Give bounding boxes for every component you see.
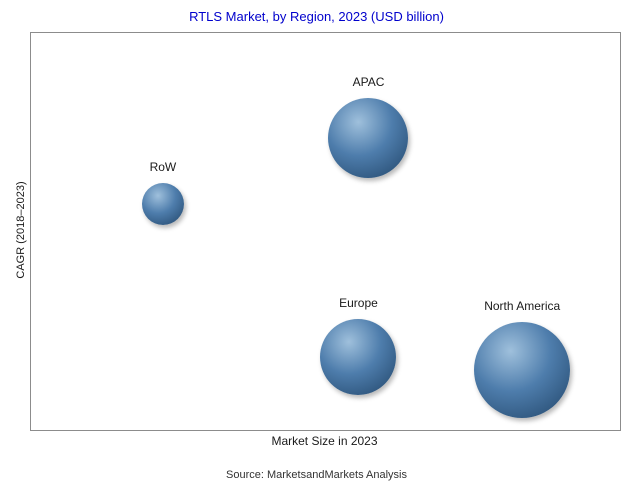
x-axis-label: Market Size in 2023 bbox=[271, 434, 378, 448]
plot-area: APAC RoW Europe North America bbox=[30, 32, 621, 431]
bubble-apac bbox=[328, 97, 409, 178]
bubble-label-apac: APAC bbox=[352, 74, 385, 89]
bubble-label-europe: Europe bbox=[339, 296, 378, 311]
y-axis-label: CAGR (2018–2023) bbox=[15, 181, 27, 279]
bubble-north-america bbox=[474, 322, 571, 419]
chart-title: RTLS Market, by Region, 2023 (USD billio… bbox=[189, 9, 444, 24]
source-note: Source: MarketsandMarkets Analysis bbox=[226, 469, 407, 481]
bubble-europe bbox=[320, 319, 397, 396]
bubble-label-north-america: North America bbox=[484, 299, 561, 314]
bubble-label-row: RoW bbox=[149, 159, 177, 174]
bubble-row bbox=[141, 182, 184, 225]
